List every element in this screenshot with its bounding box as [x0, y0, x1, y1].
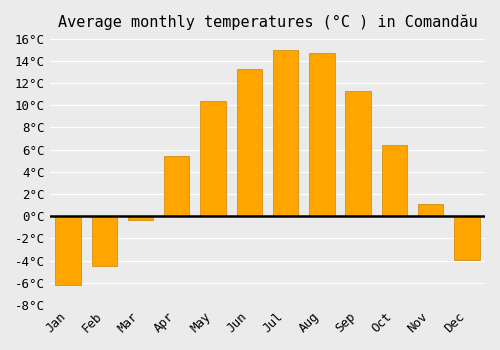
Bar — [382, 145, 407, 216]
Bar — [92, 216, 117, 266]
Bar — [454, 216, 479, 259]
Bar — [418, 204, 444, 216]
Bar — [273, 50, 298, 216]
Bar — [236, 69, 262, 216]
Title: Average monthly temperatures (°C ) in Comandău: Average monthly temperatures (°C ) in Co… — [58, 15, 478, 30]
Bar — [346, 91, 371, 216]
Bar — [164, 156, 190, 216]
Bar — [128, 216, 153, 219]
Bar — [56, 216, 80, 285]
Bar — [309, 53, 334, 216]
Bar — [200, 101, 226, 216]
